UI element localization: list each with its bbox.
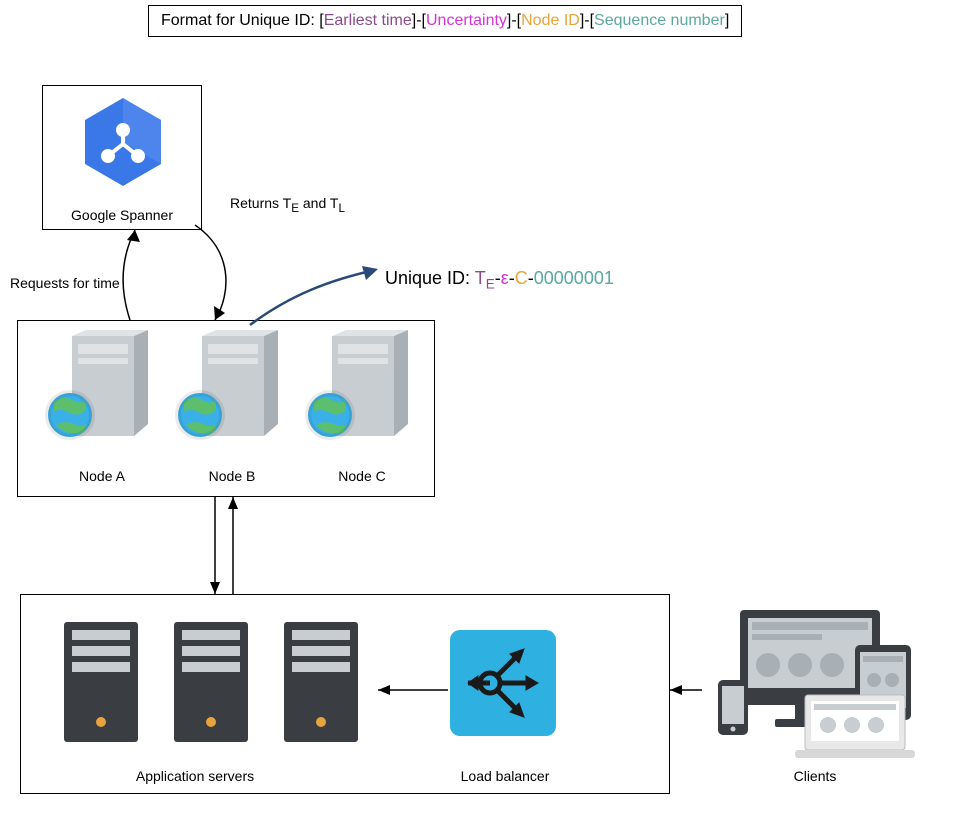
arrows-overlay	[0, 0, 955, 821]
